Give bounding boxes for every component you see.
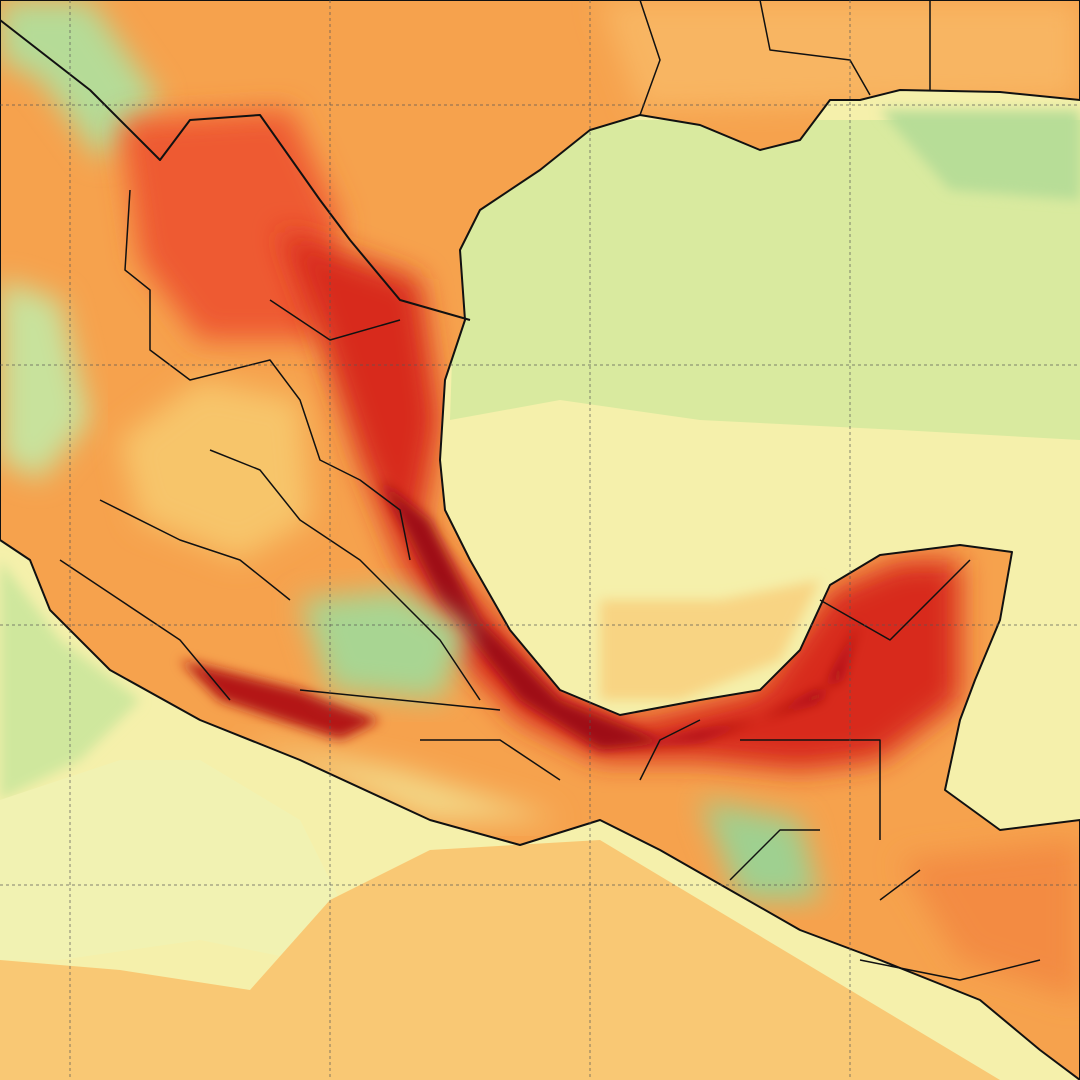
- us-states: [639, 0, 931, 116]
- us-border: [0, 19, 471, 321]
